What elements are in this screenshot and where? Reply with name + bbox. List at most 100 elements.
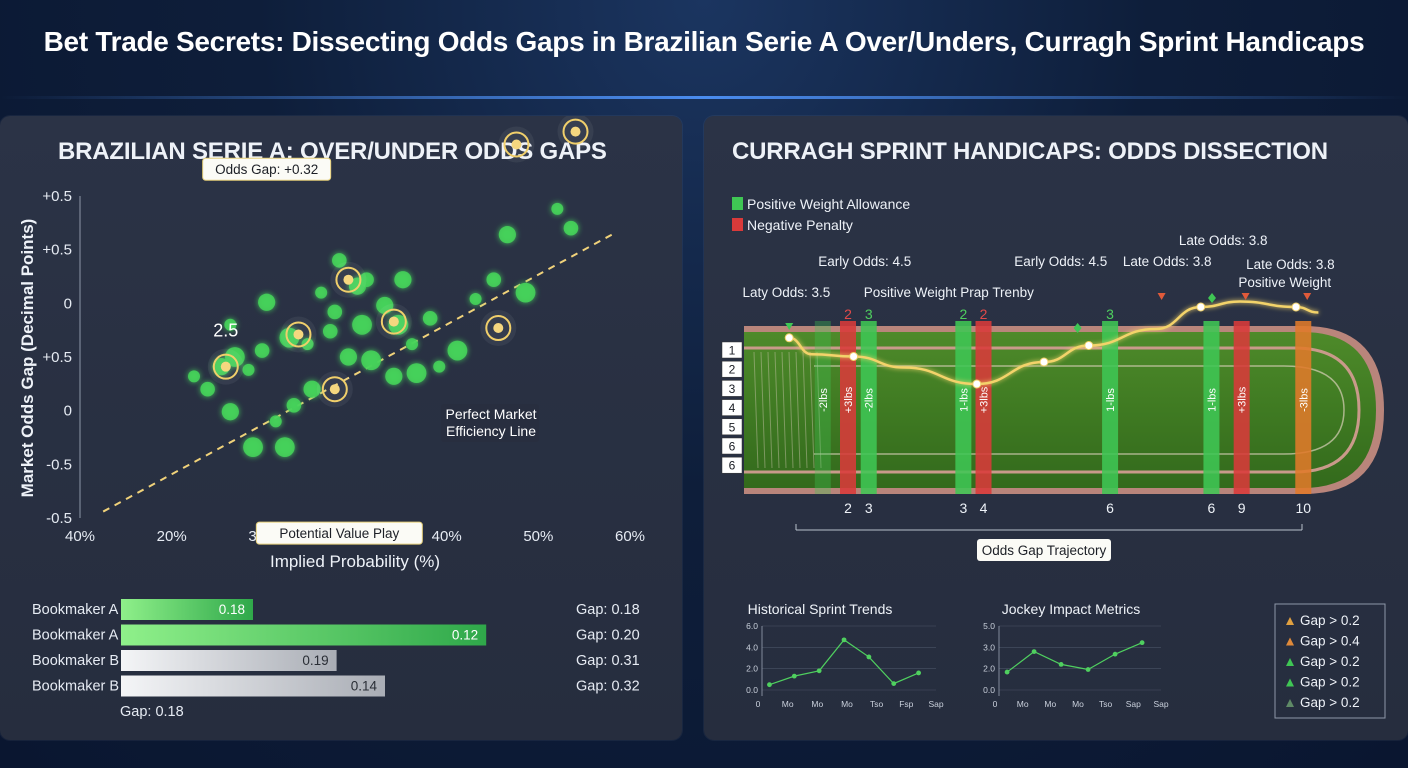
odds-label: Late Odds: 3.8 (1246, 257, 1335, 272)
mini-chart-y-tick: 0.0 (746, 685, 758, 695)
weight-band-label: -2lbs (864, 388, 876, 412)
y-tick-label: -0.5 (46, 510, 72, 527)
starting-stall-line (767, 351, 773, 469)
weight-band (975, 321, 992, 494)
mini-chart-point (1112, 651, 1118, 657)
lane-number: 5 (729, 420, 736, 434)
mini-chart-point (1031, 649, 1037, 654)
bookmaker-bar (121, 624, 487, 646)
curragh-panel-title: CURRAGH SPRINT HANDICAPS: ODDS DISSECTIO… (732, 138, 1328, 165)
mini-chart-x-tick: Mo (782, 699, 794, 709)
mini-chart-line (769, 639, 919, 686)
scatter-point (361, 350, 382, 371)
trajectory-point (784, 333, 794, 343)
scatter-point (339, 348, 358, 366)
scatter-point (394, 271, 412, 289)
weight-band (860, 321, 877, 494)
mini-chart-title: Jockey Impact Metrics (1002, 601, 1140, 617)
highlight-ring (503, 131, 530, 158)
scatter-point (447, 340, 468, 361)
bookmaker-name: Bookmaker A (32, 602, 119, 618)
mini-chart-x-tick: Fsp (899, 699, 913, 709)
odds-marker-triangle (1157, 293, 1166, 300)
scatter-point (406, 363, 427, 383)
weight-band-top-number: 3 (865, 306, 873, 322)
trajectory-point (972, 379, 982, 389)
mini-chart-point (816, 668, 822, 674)
bookmaker-bar (121, 599, 253, 620)
lane-number-box (721, 418, 743, 436)
mini-chart-x-tick: Mo (1072, 699, 1084, 709)
weight-band-label: -3lbs (1298, 388, 1310, 412)
gap-legend-marker (1286, 637, 1294, 646)
weight-band-top-number: 2 (844, 306, 852, 322)
lane-number: 6 (729, 440, 736, 454)
weight-band-top-number: 2 (959, 306, 967, 322)
odds-label: Early Odds: 4.5 (818, 254, 911, 269)
highlight-point (388, 316, 399, 327)
bottom-position-number: 6 (1208, 500, 1216, 516)
bookmaker-bar-value: 0.19 (302, 653, 328, 668)
highlight-ring (212, 353, 239, 380)
starting-stall-line (774, 351, 780, 469)
bookmaker-name: Bookmaker B (32, 679, 119, 695)
mini-chart-x-tick: Mo (1017, 699, 1029, 709)
mini-chart-y-tick: 2.0 (983, 664, 995, 674)
scatter-point (385, 367, 403, 385)
lane-number: 3 (729, 382, 736, 396)
scatter-point (322, 323, 338, 339)
odds-marker-diamond (1073, 323, 1082, 333)
scatter-point (352, 314, 372, 335)
mini-chart-x-tick: Mo (1044, 699, 1056, 709)
highlight-point (329, 384, 340, 395)
y-axis-label: Market Odds Gap (Decimal Points) (18, 219, 37, 498)
page-title: Bet Trade Secrets: Dissecting Odds Gaps … (43, 26, 1365, 57)
x-tick-label: 60% (615, 528, 645, 545)
weight-band (1102, 321, 1119, 494)
weight-band (1295, 321, 1312, 494)
odds-marker-triangle (1303, 293, 1312, 300)
bookmaker-bar-value: 0.12 (452, 628, 478, 643)
weight-band-label: -2lbs (818, 388, 830, 412)
mini-chart-y-tick: 3.0 (983, 642, 995, 652)
highlight-point (343, 274, 354, 285)
annotation-label: Potential Value Play (279, 526, 399, 541)
bookmaker-gap-label: Gap: 0.20 (576, 628, 640, 644)
mini-chart-point (841, 637, 847, 643)
weight-band-label: +3lbs (979, 386, 991, 413)
curragh-panel: CURRAGH SPRINT HANDICAPS: ODDS DISSECTIO… (704, 116, 1408, 740)
bars-footer-label: Gap: 0.18 (120, 704, 184, 720)
odds-label: Late Odds: 3.8 (1179, 233, 1268, 248)
bottom-position-number: 4 (980, 500, 988, 516)
trajectory-point (1196, 302, 1206, 312)
mini-chart-y-tick: 4.0 (746, 642, 758, 652)
highlight-point (220, 361, 231, 372)
gap-legend-marker (1286, 699, 1294, 707)
scatter-point (224, 347, 245, 367)
lane-number-box (721, 456, 743, 474)
highlight-ring (335, 266, 362, 293)
weight-band (840, 321, 856, 494)
x-tick-label: 20% (157, 528, 187, 545)
lane-number: 2 (729, 363, 736, 377)
weight-band-top-number: 3 (1106, 306, 1114, 322)
starting-stall-line (809, 351, 815, 469)
odds-label: Early Odds: 4.5 (1014, 254, 1107, 269)
weight-band (1233, 321, 1250, 494)
weight-band-top-number: 2 (980, 306, 988, 322)
scatter-point (258, 293, 276, 311)
mini-chart-point (1139, 640, 1145, 646)
trajectory-point (1291, 302, 1301, 312)
bottom-position-number: 3 (865, 500, 873, 516)
highlight-ring (485, 315, 512, 342)
scatter-point (469, 293, 482, 306)
lane-number: 4 (729, 401, 736, 415)
scatter-point (274, 437, 295, 458)
weight-band-label: 1-lbs (958, 388, 970, 412)
weight-band-label: 1-lbs (1206, 388, 1218, 412)
gap-legend-marker (1286, 617, 1294, 625)
mini-chart-y-tick: 6.0 (746, 621, 758, 631)
scatter-point (188, 370, 200, 383)
bottom-position-number: 3 (959, 500, 967, 516)
